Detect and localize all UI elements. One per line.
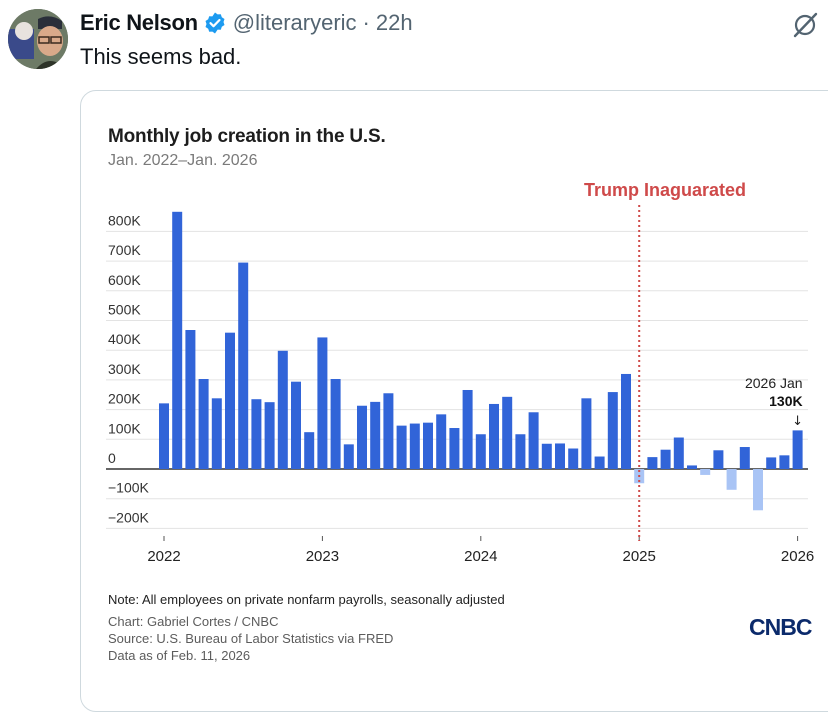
bar xyxy=(304,432,315,469)
handle[interactable]: @literaryeric xyxy=(232,10,357,35)
bar xyxy=(277,350,288,469)
bar xyxy=(792,430,803,469)
bar xyxy=(594,456,605,469)
chart-source: Source: U.S. Bureau of Labor Statistics … xyxy=(108,631,394,646)
y-tick-label: 300K xyxy=(108,361,141,377)
bar xyxy=(660,449,671,469)
grok-icon xyxy=(793,12,818,38)
bar xyxy=(568,448,579,469)
bar xyxy=(343,444,354,469)
chart-subtitle: Jan. 2022–Jan. 2026 xyxy=(108,152,258,169)
x-tick-label: 2024 xyxy=(464,548,497,565)
bar xyxy=(383,393,394,469)
callout-arrow-icon: ↓ xyxy=(792,414,803,429)
bar xyxy=(489,403,499,469)
bar xyxy=(581,398,592,469)
bar xyxy=(198,379,209,469)
bar xyxy=(449,428,460,469)
bar xyxy=(779,455,790,469)
y-tick-label: 500K xyxy=(108,302,141,318)
bar xyxy=(647,457,658,469)
bar xyxy=(291,381,301,469)
y-tick-label: 600K xyxy=(108,272,141,288)
bar xyxy=(409,423,420,469)
y-tick-label: −100K xyxy=(108,480,150,496)
bar xyxy=(700,469,711,475)
bar xyxy=(264,402,275,469)
bar xyxy=(462,389,473,469)
chart-title: Monthly job creation in the U.S. xyxy=(108,126,386,147)
cnbc-logo: CNBC xyxy=(749,614,812,640)
callout-value: 130K xyxy=(769,393,802,409)
avatar-photo xyxy=(8,9,68,69)
bar xyxy=(159,403,169,469)
y-tick-label: 400K xyxy=(108,331,141,347)
inauguration-label: Trump Inaguarated xyxy=(584,180,746,200)
chart-date: Data as of Feb. 11, 2026 xyxy=(108,648,251,663)
display-name[interactable]: Eric Nelson xyxy=(80,10,198,35)
tweet-header: Eric Nelson @literaryeric · 22h xyxy=(80,9,413,37)
bar xyxy=(766,457,777,469)
bar xyxy=(753,469,763,511)
bar xyxy=(396,425,407,469)
bar-chart: 800K 700K 600K 500K 400K 300K 200K 100K 0 −100K −2… xyxy=(106,180,814,565)
bar xyxy=(541,443,552,469)
callout-date: 2026 Jan xyxy=(745,375,803,391)
y-tick-label: 700K xyxy=(108,242,141,258)
y-tick-label: 200K xyxy=(108,391,141,407)
bar xyxy=(330,379,341,469)
bar xyxy=(475,434,486,469)
bar xyxy=(607,392,618,469)
y-tick-label: −200K xyxy=(108,509,150,525)
bar xyxy=(357,405,367,469)
y-tick-label: 100K xyxy=(108,420,141,436)
x-tick-label: 2023 xyxy=(306,548,339,565)
chart-note: Note: All employees on private nonfarm p… xyxy=(108,592,505,607)
separator: · xyxy=(362,10,370,35)
tweet-text: This seems bad. xyxy=(80,44,242,69)
bar xyxy=(370,401,381,469)
bar xyxy=(713,450,724,469)
grok-button[interactable] xyxy=(790,10,820,40)
bar xyxy=(739,447,750,469)
bar xyxy=(251,399,262,469)
bar xyxy=(238,262,249,469)
y-tick-label: 0 xyxy=(108,450,116,466)
bar xyxy=(555,443,565,469)
bar xyxy=(528,412,539,469)
bar xyxy=(211,398,222,469)
avatar[interactable] xyxy=(8,9,68,69)
bar xyxy=(673,437,684,469)
chart-credit: Chart: Gabriel Cortes / CNBC xyxy=(108,614,279,629)
bar xyxy=(515,434,526,469)
bar xyxy=(502,396,513,469)
bar xyxy=(621,373,631,469)
y-tick-label: 800K xyxy=(108,212,141,228)
timestamp[interactable]: 22h xyxy=(375,10,413,35)
verified-badge-icon xyxy=(203,11,227,35)
bar xyxy=(436,414,447,469)
bar xyxy=(687,465,697,469)
x-tick-label: 2025 xyxy=(623,548,656,565)
bar xyxy=(423,422,433,469)
bar xyxy=(317,337,328,469)
x-tick-label: 2022 xyxy=(147,548,180,565)
bar xyxy=(172,211,183,469)
x-tick-label: 2026 xyxy=(781,548,814,565)
bar xyxy=(726,469,737,490)
bar xyxy=(185,330,196,469)
bar xyxy=(225,332,235,469)
